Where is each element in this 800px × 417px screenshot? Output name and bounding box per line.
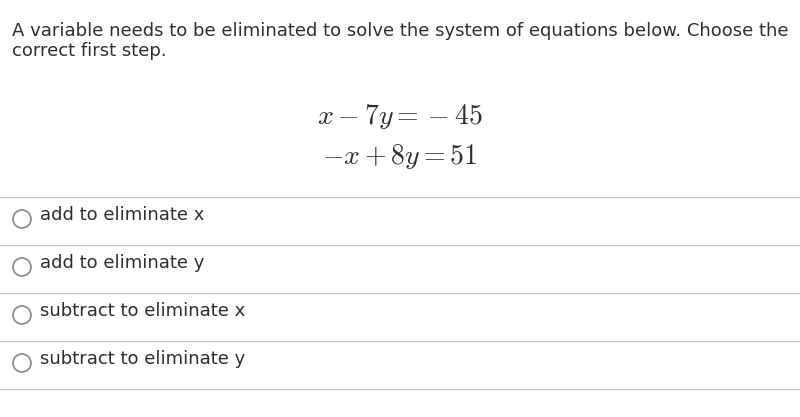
Text: add to eliminate x: add to eliminate x xyxy=(40,206,204,224)
Text: $-x + 8y = 51$: $-x + 8y = 51$ xyxy=(322,142,478,171)
Text: add to eliminate y: add to eliminate y xyxy=(40,254,204,272)
Text: $x - 7y = -45$: $x - 7y = -45$ xyxy=(317,102,483,131)
Text: A variable needs to be eliminated to solve the system of equations below. Choose: A variable needs to be eliminated to sol… xyxy=(12,22,789,40)
Text: subtract to eliminate x: subtract to eliminate x xyxy=(40,302,246,320)
Text: subtract to eliminate y: subtract to eliminate y xyxy=(40,350,246,368)
Text: correct first step.: correct first step. xyxy=(12,42,166,60)
